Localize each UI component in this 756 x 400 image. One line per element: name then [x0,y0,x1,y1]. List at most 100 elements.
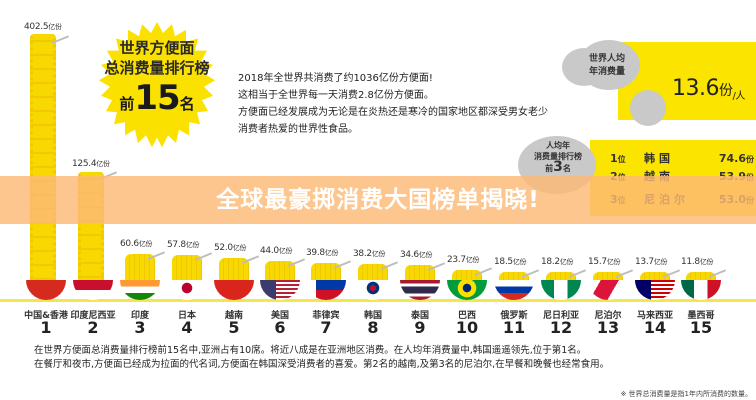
cloud-shape [630,90,666,126]
country-rank: 15 [689,318,713,337]
country-name: 俄罗斯 [500,311,528,321]
country-name: 泰国 [410,311,429,321]
country-rank: 11 [502,318,526,337]
ranking-label: 人均年 消费量排行榜 前3名 [534,141,582,175]
chopsticks-icon [427,262,446,271]
ranking-row: 1位 韩国 74.6份 [610,152,754,165]
cloud-shape [562,48,606,86]
banner-title: 全球最豪掷消费大国榜单揭晓! [216,187,540,213]
flag-bowl-icon [447,280,487,300]
starburst-title: 世界方便面 总消费量排行榜 前15名 [82,4,232,154]
chopsticks-icon [708,269,727,278]
per-capita-value: 13.6份/人 [672,76,745,102]
flag-bowl-icon [260,280,300,300]
chopsticks-icon [147,251,166,260]
country-rank: 7 [320,318,332,337]
country-name: 巴西 [457,311,476,321]
value-label-14: 13.7亿份 [635,257,668,267]
noodle-bar-13 [593,272,623,282]
flag-bowl-icon [26,280,66,300]
chopsticks-icon [287,258,306,267]
chopsticks-icon [241,255,260,264]
noodle-bar-11 [499,272,529,282]
country-name: 日本 [177,311,196,321]
value-label-6: 44.0亿份 [260,246,293,256]
value-label-2: 125.4亿份 [72,159,110,169]
noodle-bar-6 [265,261,295,282]
flag-bowl-icon [494,280,534,300]
country-name: 印度 [130,311,149,321]
country-rank: 2 [87,318,99,337]
noodle-bar-8 [358,264,388,282]
noodle-bar-12 [546,272,576,282]
chopsticks-icon [380,261,399,270]
country-rank: 12 [549,318,573,337]
value-label-5: 52.0亿份 [214,243,247,253]
country-name: 马来西亚 [636,311,673,321]
flag-bowl-icon [635,280,675,300]
flag-bowl-icon [120,280,160,300]
noodle-bar-14 [640,272,670,282]
country-rank: 4 [181,318,193,337]
country-rank: 14 [643,318,667,337]
flag-bowl-icon [73,280,113,300]
noodle-bar-10 [452,270,482,282]
value-label-1: 402.5亿份 [24,22,62,32]
chopsticks-icon [615,269,634,278]
star-line3: 前15名 [119,78,195,118]
flag-bowl-icon [214,280,254,300]
value-label-7: 39.8亿份 [306,248,339,258]
country-name: 越南 [224,311,243,321]
value-label-11: 18.5亿份 [494,257,527,267]
flag-bowl-icon [681,280,721,300]
chopsticks-icon [521,269,540,278]
value-label-15: 11.8亿份 [681,257,714,267]
footnote: ※ 世界总消费量是指1年内所消费的数量。 [620,390,752,398]
summary-text: 在世界方便面总消费量排行榜前15名中,亚洲占有10席。将近八成是在亚洲地区消费。… [34,345,610,370]
star-line1: 世界方便面 [119,39,195,57]
noodle-bar-1 [30,34,56,286]
country-name: 美国 [270,311,289,321]
chopsticks-icon [474,267,493,276]
chopsticks-icon [194,252,213,261]
flag-bowl-icon [400,280,440,300]
country-name: 尼泊尔 [594,311,622,321]
flag-bowl-icon [541,280,581,300]
value-label-8: 38.2亿份 [353,249,386,259]
flag-bowl-icon [167,280,207,300]
country-name: 菲律宾 [312,311,340,321]
value-label-12: 18.2亿份 [541,257,574,267]
country-name: 尼日利亚 [542,311,579,321]
country-rank: 3 [134,318,146,337]
country-name: 墨西哥 [687,311,715,321]
country-rank: 6 [274,318,286,337]
value-label-4: 57.8亿份 [167,240,200,250]
flag-bowl-icon [306,280,346,300]
table-baseline [0,299,756,302]
noodle-bar-7 [311,263,341,282]
country-rank: 5 [228,318,240,337]
country-name: 中国&香港 [24,311,68,321]
value-label-13: 15.7亿份 [588,257,621,267]
value-label-9: 34.6亿份 [400,250,433,260]
country-rank: 13 [596,318,620,337]
starburst-badge [99,22,215,148]
noodle-bar-9 [405,265,435,282]
country-name: 印度尼西亚 [70,311,116,321]
noodle-bar-15 [686,272,716,282]
country-rank: 1 [40,318,52,337]
intro-text: 2018年全世界共消费了约1036亿份方便面! 这相当于全世界每一天消费2.8亿… [238,73,548,135]
per-capita-label: 世界人均 年消费量 [588,54,625,77]
chopsticks-icon [568,269,587,278]
flag-bowl-icon [588,280,628,300]
star-line2: 总消费量排行榜 [104,59,210,77]
value-label-3: 60.6亿份 [120,239,153,249]
country-name: 韩国 [363,311,382,321]
flag-bowl-icon [353,280,393,300]
country-rank: 10 [455,318,479,337]
chopsticks-icon [333,260,352,269]
chopsticks-icon [662,269,681,278]
value-label-10: 23.7亿份 [447,255,480,265]
country-rank: 8 [367,318,379,337]
banner-overlay [0,176,756,224]
